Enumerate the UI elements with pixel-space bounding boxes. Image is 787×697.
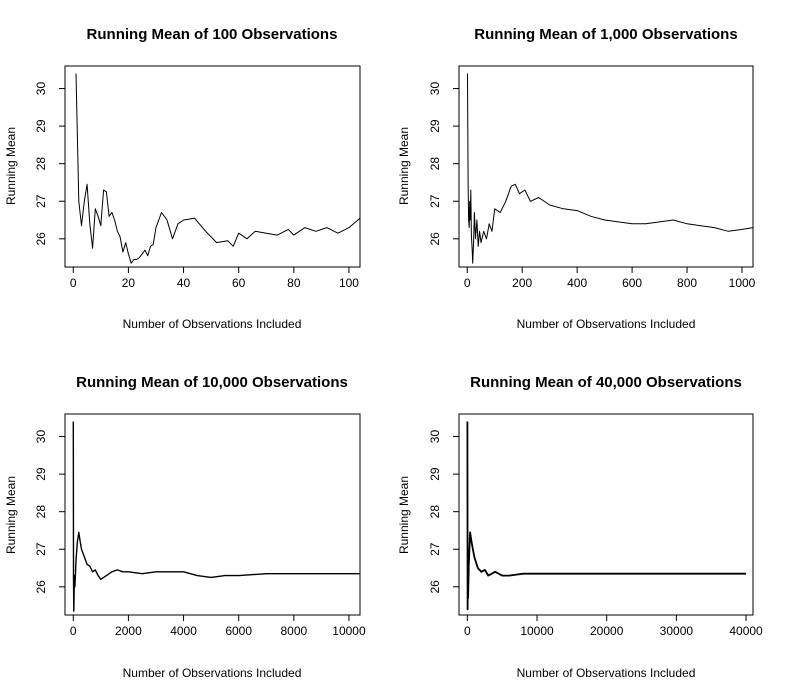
y-tick-label: 29 <box>34 119 48 133</box>
y-tick-label: 26 <box>34 580 48 594</box>
running-mean-line <box>466 421 746 611</box>
x-tick-label: 8000 <box>280 624 307 638</box>
x-tick-label: 200 <box>512 276 532 290</box>
plot-frame <box>458 65 754 268</box>
y-tick-label: 28 <box>34 505 48 519</box>
x-tick-label: 100 <box>339 276 359 290</box>
y-tick-label: 29 <box>34 467 48 481</box>
x-tick-label: 0 <box>464 624 471 638</box>
chart-title: Running Mean of 10,000 Observations <box>76 374 348 391</box>
y-axis-label: Running Mean <box>397 127 411 205</box>
y-tick-label: 26 <box>428 580 442 594</box>
y-tick-label: 28 <box>428 157 442 171</box>
y-tick-label: 27 <box>34 194 48 208</box>
x-tick-label: 400 <box>567 276 587 290</box>
x-axis-label: Number of Observations Included <box>517 317 696 331</box>
chart-title: Running Mean of 1,000 Observations <box>474 26 737 43</box>
y-tick-label: 30 <box>428 430 442 444</box>
plot-frame <box>458 413 754 616</box>
y-tick-label: 27 <box>428 542 442 556</box>
y-tick-label: 30 <box>428 82 442 96</box>
x-axis-label: Number of Observations Included <box>123 317 302 331</box>
y-axis-label: Running Mean <box>4 127 18 205</box>
y-tick-label: 26 <box>428 232 442 246</box>
chart-title: Running Mean of 100 Observations <box>87 26 338 43</box>
x-tick-label: 10000 <box>332 624 366 638</box>
x-tick-label: 600 <box>622 276 642 290</box>
x-tick-label: 1000 <box>729 276 756 290</box>
plot-frame <box>64 413 361 616</box>
y-tick-label: 30 <box>34 430 48 444</box>
x-tick-label: 30000 <box>660 624 694 638</box>
y-axis-label: Running Mean <box>397 476 411 554</box>
y-tick-label: 28 <box>34 157 48 171</box>
y-tick-label: 27 <box>34 542 48 556</box>
y-tick-label: 26 <box>34 232 48 246</box>
chart-panel-10000: Running Mean of 10,000 Observations Numb… <box>4 374 366 680</box>
x-tick-label: 0 <box>464 276 471 290</box>
x-tick-label: 40 <box>177 276 191 290</box>
chart-panel-1000: Running Mean of 1,000 Observations Numbe… <box>397 26 756 331</box>
x-axis-label: Number of Observations Included <box>123 666 302 680</box>
plot-frame <box>64 65 361 268</box>
x-tick-label: 4000 <box>170 624 197 638</box>
x-tick-label: 60 <box>232 276 246 290</box>
running-mean-line <box>75 73 361 264</box>
x-tick-label: 800 <box>677 276 697 290</box>
y-tick-label: 27 <box>428 194 442 208</box>
chart-panel-40000: Running Mean of 40,000 Observations Numb… <box>397 374 763 680</box>
y-tick-label: 28 <box>428 505 442 519</box>
x-tick-label: 20000 <box>590 624 624 638</box>
x-tick-label: 0 <box>70 276 77 290</box>
chart-panel-100: Running Mean of 100 Observations Number … <box>4 26 361 331</box>
x-axis-label: Number of Observations Included <box>517 666 696 680</box>
x-tick-label: 6000 <box>225 624 252 638</box>
running-mean-line <box>467 73 754 264</box>
x-tick-label: 10000 <box>520 624 554 638</box>
x-tick-label: 0 <box>70 624 77 638</box>
y-axis-label: Running Mean <box>4 476 18 554</box>
x-tick-label: 80 <box>287 276 301 290</box>
y-tick-label: 30 <box>34 82 48 96</box>
chart-title: Running Mean of 40,000 Observations <box>470 374 742 391</box>
y-tick-label: 29 <box>428 119 442 133</box>
running-mean-line <box>72 421 360 612</box>
x-tick-label: 20 <box>122 276 136 290</box>
y-tick-label: 29 <box>428 467 442 481</box>
x-tick-label: 2000 <box>115 624 142 638</box>
x-tick-label: 40000 <box>729 624 763 638</box>
